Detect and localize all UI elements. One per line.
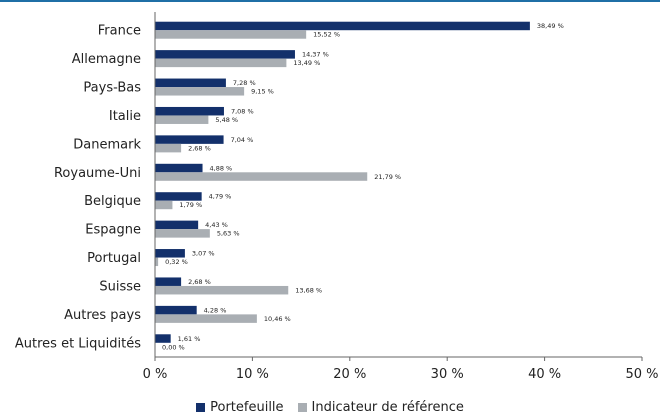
value-label-portefeuille-autres-et-liquidites: 1,61 % (178, 335, 201, 343)
bar-portefeuille-autres-pays (155, 305, 197, 315)
bar-indicateur-de-reference-espagne (155, 229, 210, 238)
category-label-danemark: Danemark (73, 137, 141, 152)
category-label-allemagne: Allemagne (72, 52, 141, 67)
bar-portefeuille-espagne (155, 220, 199, 230)
bar-chart: France 38,49 % 15,52 % Allemagne 14,37 %13,4… (15, 12, 659, 382)
bar-indicateur-de-reference-italie (155, 115, 209, 124)
category-label-belgique: Belgique (84, 194, 141, 209)
value-label-indicateur-de-reference-france: 15,52 % (313, 31, 340, 39)
value-label-portefeuille-belgique: 4,79 % (209, 193, 232, 201)
bar-portefeuille-italie (155, 106, 224, 116)
bar-portefeuille-allemagne (155, 50, 295, 59)
value-label-portefeuille-pays-bas: 7,28 % (233, 79, 256, 87)
bar-portefeuille-portugal (155, 249, 185, 258)
bar-indicateur-de-reference-allemagne (155, 58, 287, 68)
value-label-portefeuille-france: 38,49 % (537, 22, 564, 30)
value-label-portefeuille-allemagne: 14,37 % (302, 51, 329, 59)
value-label-indicateur-de-reference-belgique: 1,79 % (179, 201, 202, 209)
bar-indicateur-de-reference-suisse (155, 285, 289, 295)
legend-item-portefeuille: Portefeuille (196, 399, 284, 415)
legend-swatch-portefeuille (196, 402, 206, 412)
top-rule (0, 0, 660, 2)
value-label-portefeuille-portugal: 3,07 % (192, 250, 215, 258)
x-tick-label: 0 % (143, 367, 168, 382)
value-label-indicateur-de-reference-autres-pays: 10,46 % (264, 315, 291, 323)
bar-indicateur-de-reference-pays-bas (155, 87, 245, 96)
value-label-indicateur-de-reference-allemagne: 13,49 % (293, 59, 320, 67)
bar-indicateur-de-reference-france (155, 30, 307, 39)
bar-indicateur-de-reference-royaume-uni (155, 172, 368, 181)
bar-indicateur-de-reference-danemark (155, 143, 182, 153)
value-label-indicateur-de-reference-espagne: 5,63 % (217, 230, 240, 238)
category-label-espagne: Espagne (85, 223, 141, 238)
x-tick-label: 30 % (431, 367, 464, 382)
value-label-indicateur-de-reference-danemark: 2,68 % (188, 144, 211, 152)
bar-portefeuille-danemark (155, 135, 224, 144)
bar-indicateur-de-reference-portugal (155, 257, 159, 267)
x-tick-label: 50 % (625, 367, 658, 382)
x-tick-label: 10 % (236, 367, 269, 382)
value-label-portefeuille-royaume-uni: 4,88 % (210, 164, 233, 172)
bar-portefeuille-france (155, 21, 530, 31)
category-label-autres-et-liquidites: Autres et Liquidités (15, 336, 141, 351)
bar-portefeuille-pays-bas (155, 78, 226, 88)
value-label-portefeuille-italie: 7,08 % (231, 107, 254, 115)
x-tick-label: 40 % (528, 367, 561, 382)
value-label-indicateur-de-reference-royaume-uni: 21,79 % (374, 173, 401, 181)
legend: Portefeuille Indicateur de référence (0, 398, 660, 416)
value-label-indicateur-de-reference-portugal: 0,32 % (165, 258, 188, 266)
legend-label-portefeuille: Portefeuille (210, 399, 284, 415)
value-label-portefeuille-autres-pays: 4,28 % (204, 306, 227, 314)
category-label-france: France (98, 24, 141, 39)
legend-label-indicateur: Indicateur de référence (311, 399, 464, 415)
value-label-indicateur-de-reference-pays-bas: 9,15 % (251, 88, 274, 96)
x-tick-label: 20 % (333, 367, 366, 382)
bar-portefeuille-autres-et-liquidites (155, 334, 171, 343)
category-label-italie: Italie (109, 109, 141, 124)
bar-indicateur-de-reference-autres-pays (155, 314, 257, 323)
category-label-pays-bas: Pays-Bas (83, 81, 141, 96)
category-label-autres-pays: Autres pays (64, 308, 141, 323)
category-label-suisse: Suisse (99, 279, 141, 294)
value-label-indicateur-de-reference-italie: 5,48 % (215, 116, 238, 124)
category-label-portugal: Portugal (87, 251, 141, 266)
value-label-indicateur-de-reference-autres-et-liquidites: 0,00 % (162, 343, 185, 351)
value-label-portefeuille-danemark: 7,04 % (231, 136, 254, 144)
legend-item-indicateur: Indicateur de référence (297, 399, 464, 415)
bar-portefeuille-royaume-uni (155, 163, 203, 173)
value-label-portefeuille-espagne: 4,43 % (205, 221, 228, 229)
bar-portefeuille-suisse (155, 277, 182, 286)
legend-swatch-indicateur (297, 402, 307, 412)
bar-indicateur-de-reference-belgique (155, 200, 173, 210)
value-label-portefeuille-suisse: 2,68 % (188, 278, 211, 286)
value-label-indicateur-de-reference-suisse: 13,68 % (295, 286, 322, 294)
bar-portefeuille-belgique (155, 192, 202, 201)
category-label-royaume-uni: Royaume-Uni (54, 166, 141, 181)
